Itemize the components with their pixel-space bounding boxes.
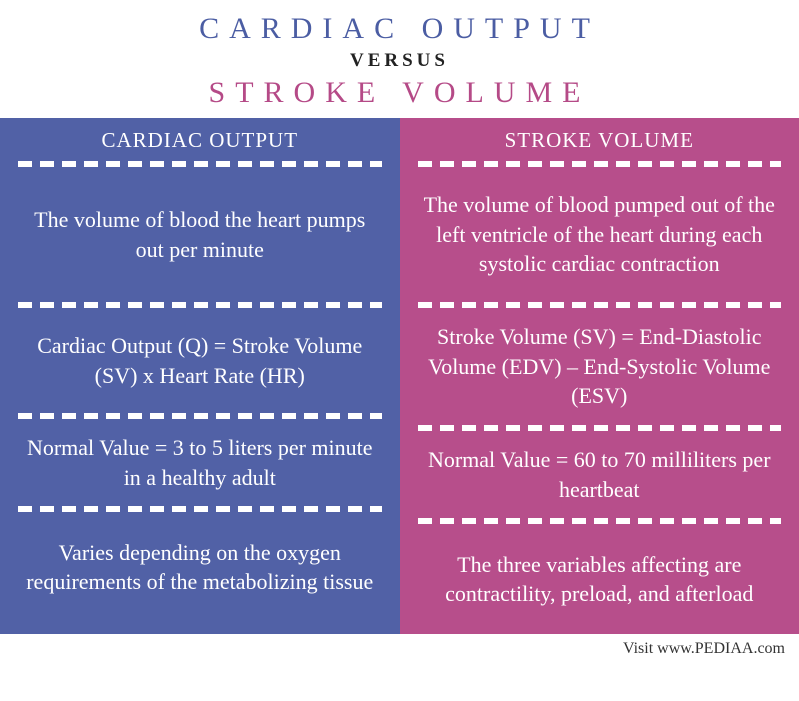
cell-definition: The volume of blood pumped out of the le… — [400, 167, 799, 302]
title-stroke-volume: STROKE VOLUME — [0, 76, 799, 110]
column-cardiac-output: CARDIAC OUTPUT The volume of blood the h… — [0, 118, 400, 634]
cell-normal-value: Normal Value = 3 to 5 liters per minute … — [0, 419, 400, 506]
footer-credit: Visit www.PEDIAA.com — [0, 634, 799, 658]
cell-variation: Varies depending on the oxygen requireme… — [0, 512, 400, 622]
comparison-header: CARDIAC OUTPUT VERSUS STROKE VOLUME — [0, 0, 799, 118]
column-header-left: CARDIAC OUTPUT — [0, 118, 400, 161]
title-cardiac-output: CARDIAC OUTPUT — [0, 12, 799, 46]
column-header-right: STROKE VOLUME — [400, 118, 799, 161]
cell-variation: The three variables affecting are contra… — [400, 524, 799, 634]
cell-formula: Cardiac Output (Q) = Stroke Volume (SV) … — [0, 308, 400, 413]
versus-label: VERSUS — [0, 50, 799, 72]
cell-normal-value: Normal Value = 60 to 70 milliliters per … — [400, 431, 799, 518]
cell-definition: The volume of blood the heart pumps out … — [0, 167, 400, 302]
column-stroke-volume: STROKE VOLUME The volume of blood pumped… — [400, 118, 799, 634]
comparison-columns: CARDIAC OUTPUT The volume of blood the h… — [0, 118, 799, 634]
cell-formula: Stroke Volume (SV) = End-Diastolic Volum… — [400, 308, 799, 425]
